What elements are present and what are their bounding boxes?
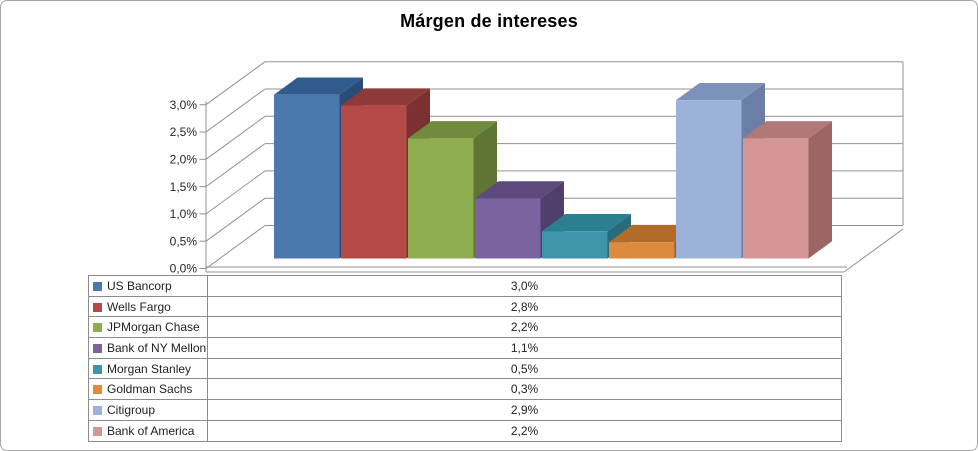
y-axis-label: 0,5% <box>170 234 198 248</box>
bar-side-face <box>808 121 832 259</box>
series-value-cell: 0,5% <box>207 357 842 380</box>
table-row[interactable]: Citigroup 2,9% <box>88 399 842 421</box>
series-value-cell: 1,1% <box>207 337 842 359</box>
table-row[interactable]: JPMorgan Chase 2,2% <box>88 316 842 339</box>
series-value-cell: 3,0% <box>207 275 842 297</box>
series-name-label: Bank of NY Mellon <box>107 340 207 355</box>
y-axis-label: 1,5% <box>170 180 198 194</box>
series-name-cell: Morgan Stanley <box>88 357 208 380</box>
series-value-cell: 0,3% <box>207 378 842 401</box>
legend-swatch-icon <box>93 323 102 333</box>
y-axis-label: 1,0% <box>170 207 198 221</box>
series-value-cell: 2,8% <box>207 295 842 318</box>
table-row[interactable]: Morgan Stanley 0,5% <box>88 357 842 380</box>
legend-swatch-icon <box>93 281 102 291</box>
series-name-cell: US Bancorp <box>88 275 208 297</box>
series-name-cell: Goldman Sachs <box>88 378 208 401</box>
y-axis-label: 0,0% <box>170 262 198 276</box>
series-name-cell: JPMorgan Chase <box>88 316 208 339</box>
legend-data-table: US Bancorp 3,0% Wells Fargo 2,8% JPMorgan Ch… <box>88 275 842 442</box>
bar-top-face <box>743 121 832 139</box>
side-wall-gridline <box>205 225 266 269</box>
bar-front-face <box>475 198 541 259</box>
bar-top-face <box>609 224 698 243</box>
bar-front-face <box>341 105 407 259</box>
table-row[interactable]: Bank of NY Mellon 1,1% <box>88 337 842 359</box>
bar-front-face <box>274 94 340 259</box>
side-wall-gridline <box>205 88 266 133</box>
side-wall-gridline <box>205 115 266 160</box>
series-name-label: Citigroup <box>107 402 156 417</box>
legend-swatch-icon <box>93 302 102 312</box>
table-row[interactable]: Bank of America 2,2% <box>88 419 842 442</box>
side-wall-gridline <box>205 143 266 188</box>
bar-top-face <box>408 121 497 139</box>
series-name-cell: Bank of America <box>88 419 208 442</box>
series-name-label: Morgan Stanley <box>107 361 192 376</box>
series-name-label: US Bancorp <box>107 278 172 293</box>
series-name-cell: Citigroup <box>88 399 208 421</box>
series-name-label: Wells Fargo <box>107 299 171 314</box>
table-row[interactable]: Wells Fargo 2,8% <box>88 295 842 318</box>
side-wall-gridline <box>205 170 266 215</box>
chart-title: Márgen de intereses <box>400 11 578 31</box>
table-row[interactable]: Goldman Sachs 0,3% <box>88 378 842 401</box>
series-name-label: Goldman Sachs <box>107 382 193 397</box>
table-row[interactable]: US Bancorp 3,0% <box>88 275 842 297</box>
legend-swatch-icon <box>93 385 102 395</box>
bar-front-face <box>609 242 675 259</box>
series-value-cell: 2,9% <box>207 399 842 421</box>
y-axis-label: 3,0% <box>170 98 198 112</box>
y-axis-label: 2,0% <box>170 153 198 167</box>
legend-swatch-icon <box>93 364 102 374</box>
series-value-cell: 2,2% <box>207 419 842 442</box>
bar-front-face <box>743 138 809 259</box>
series-value-cell: 2,2% <box>207 316 842 339</box>
legend-swatch-icon <box>93 426 102 436</box>
series-name-cell: Bank of NY Mellon <box>88 337 208 359</box>
bar-front-face <box>542 231 608 259</box>
bar-top-face <box>475 181 564 199</box>
bar-top-face <box>341 88 430 106</box>
bar-front-face <box>408 138 474 259</box>
side-wall-gridline <box>205 197 266 242</box>
legend-swatch-icon <box>93 405 102 415</box>
series-name-cell: Wells Fargo <box>88 295 208 318</box>
side-wall-gridline <box>205 61 266 106</box>
legend-swatch-icon <box>93 343 102 353</box>
bar-top-face <box>542 214 631 232</box>
series-name-label: JPMorgan Chase <box>107 320 200 335</box>
bar-bank-of-america[interactable] <box>743 121 832 259</box>
y-axis-label: 2,5% <box>170 125 198 139</box>
bar-front-face <box>676 100 742 259</box>
series-name-label: Bank of America <box>107 423 195 438</box>
bar-top-face <box>676 82 765 101</box>
bar-top-face <box>274 77 363 95</box>
floor-right-edge <box>843 228 904 273</box>
